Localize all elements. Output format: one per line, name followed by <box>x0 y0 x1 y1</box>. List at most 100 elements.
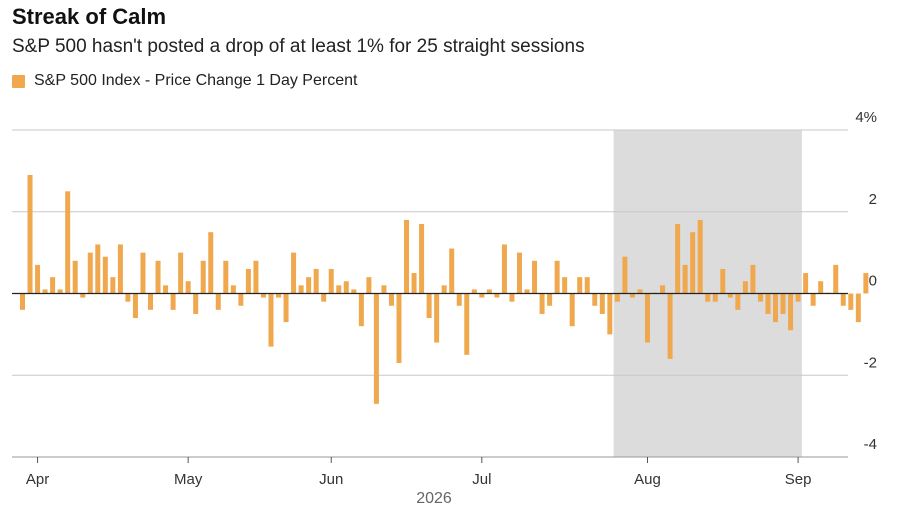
bar <box>366 277 372 294</box>
bar <box>720 268 726 294</box>
bar <box>80 293 86 298</box>
bar <box>855 293 861 323</box>
bar <box>117 244 123 294</box>
x-tick-label: Apr <box>26 471 49 488</box>
bar <box>607 293 613 335</box>
bar <box>547 293 553 306</box>
bar <box>132 293 138 319</box>
bar <box>306 277 312 294</box>
bar <box>328 268 334 294</box>
bar <box>358 293 364 327</box>
bar <box>230 285 236 294</box>
bar <box>65 191 71 294</box>
bar <box>50 277 56 294</box>
bar <box>818 281 824 294</box>
bar <box>629 293 635 298</box>
legend: S&P 500 Index - Price Change 1 Day Perce… <box>12 72 357 90</box>
bar <box>125 293 131 302</box>
bar <box>193 293 199 314</box>
y-tick-label: 0 <box>869 273 877 290</box>
bar <box>208 232 214 294</box>
bar <box>20 293 25 310</box>
bar <box>215 293 221 310</box>
bar <box>690 232 696 294</box>
bar <box>276 293 282 298</box>
bar <box>373 293 379 404</box>
y-tick-label: 2 <box>869 191 877 208</box>
bar <box>170 293 176 310</box>
x-tick-label: Sep <box>785 471 812 488</box>
bar <box>614 293 620 302</box>
bar <box>682 264 688 294</box>
bar <box>554 260 560 294</box>
bar <box>456 293 462 306</box>
bar <box>532 260 538 294</box>
bar <box>426 293 432 319</box>
bars <box>20 174 869 404</box>
bar <box>486 289 492 294</box>
bar <box>464 293 470 355</box>
x-tick-label: Aug <box>634 471 661 488</box>
bar <box>441 285 447 294</box>
bar <box>72 260 78 294</box>
bar <box>238 293 244 306</box>
bar <box>509 293 515 302</box>
bar <box>336 285 342 294</box>
bar <box>404 219 410 294</box>
bar <box>569 293 575 327</box>
bar <box>57 289 63 294</box>
bar <box>178 252 184 294</box>
bar <box>313 268 319 294</box>
legend-swatch <box>12 74 25 88</box>
chart-subtitle: S&P 500 hasn't posted a drop of at least… <box>12 36 585 57</box>
bar <box>765 293 771 314</box>
bar <box>599 293 605 314</box>
bar <box>245 268 251 294</box>
year-label: 2026 <box>416 490 452 507</box>
bar <box>697 219 703 294</box>
bar <box>260 293 266 298</box>
x-tick-label: Jul <box>472 471 491 488</box>
bar <box>780 293 786 314</box>
bar <box>449 248 455 294</box>
bar <box>727 293 733 298</box>
axes: 4% 2 0 -2 -4 Apr May Jun Jul Aug Sep 2026 <box>12 109 877 507</box>
bar <box>750 264 756 294</box>
bar <box>584 277 590 294</box>
bar <box>200 260 206 294</box>
bar <box>87 252 93 294</box>
bar <box>471 289 477 294</box>
x-tick-label: May <box>174 471 203 488</box>
bar <box>501 244 507 294</box>
bar <box>516 252 522 294</box>
bar <box>848 293 854 310</box>
bar <box>840 293 846 306</box>
bar <box>479 293 485 298</box>
bar <box>148 293 154 310</box>
bar <box>773 293 778 323</box>
bar <box>675 224 681 294</box>
bar <box>291 252 297 294</box>
bar <box>577 277 583 294</box>
bar <box>494 293 500 298</box>
bar <box>705 293 711 302</box>
bar <box>321 293 327 302</box>
bar <box>298 285 304 294</box>
bar <box>637 289 643 294</box>
bar <box>268 293 274 347</box>
y-tick-label: -4 <box>864 436 877 453</box>
bar <box>388 293 394 306</box>
bar <box>667 293 673 359</box>
bar <box>411 273 417 294</box>
legend-label: S&P 500 Index - Price Change 1 Day Perce… <box>34 72 358 89</box>
chart-title: Streak of Calm <box>12 4 167 29</box>
bar <box>381 285 387 294</box>
bar <box>283 293 289 323</box>
bar <box>539 293 545 314</box>
bar <box>343 281 349 294</box>
bar <box>524 289 530 294</box>
bar <box>735 293 741 310</box>
bar <box>140 252 146 294</box>
y-tick-label: -2 <box>864 354 877 371</box>
